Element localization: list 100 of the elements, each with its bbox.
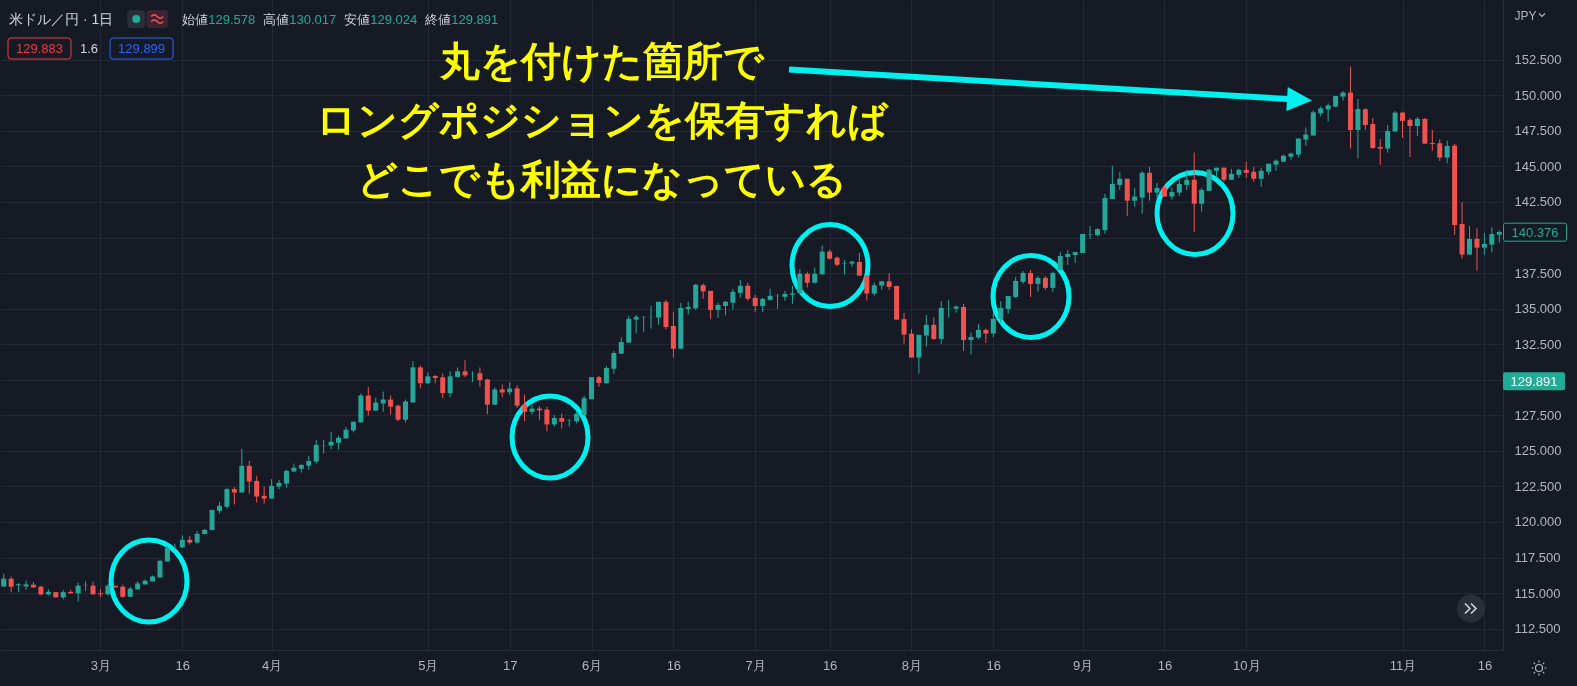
y-tick-label: 135.000 <box>1514 301 1562 317</box>
candlestick <box>745 282 751 302</box>
candlestick <box>1147 166 1153 202</box>
candlestick <box>224 487 230 509</box>
y-tick-label: 120.000 <box>1514 514 1562 530</box>
annotation: 129.899 <box>118 40 166 56</box>
candlestick <box>1169 187 1175 201</box>
y-tick-label: 127.500 <box>1514 407 1562 423</box>
y-tick-label: 117.500 <box>1514 550 1561 566</box>
text: 米ドル／円 · 1日 <box>9 11 114 27</box>
candlestick <box>1385 124 1391 154</box>
candlestick <box>737 279 743 299</box>
candlestick <box>596 375 602 388</box>
y-tick-label: 112.500 <box>1514 621 1561 637</box>
candlestick <box>708 290 714 320</box>
candlestick <box>1109 165 1115 200</box>
candlestick <box>1362 107 1368 131</box>
candlestick <box>447 370 453 398</box>
candlestick <box>931 316 937 341</box>
candlestick <box>700 282 706 300</box>
candlestick <box>529 404 535 416</box>
candlestick <box>1117 171 1123 191</box>
y-tick-label: 152.500 <box>1514 52 1562 68</box>
x-tick-label: 6月 <box>581 657 603 673</box>
y-tick-label: 142.500 <box>1514 194 1562 210</box>
candlestick <box>1400 111 1406 139</box>
candlestick <box>1489 226 1495 253</box>
candlestick <box>1199 187 1205 213</box>
y-tick-label: 137.500 <box>1514 265 1562 281</box>
candlestick <box>1013 276 1019 299</box>
y-tick-label: 125.000 <box>1514 443 1562 459</box>
y-tick-label: 145.000 <box>1514 158 1562 174</box>
candlestick <box>1035 275 1041 293</box>
annotation: 129.883 <box>16 40 63 56</box>
candlestick <box>1273 158 1279 172</box>
y-tick-label: 115.000 <box>1514 585 1561 601</box>
candlestick <box>901 312 907 344</box>
candlestick <box>1288 152 1294 161</box>
candlestick <box>1258 167 1264 188</box>
candlestick <box>1184 169 1190 191</box>
candlestick <box>365 386 371 417</box>
candlestick <box>1437 138 1443 162</box>
candlestick <box>261 486 267 504</box>
x-tick-label: 11月 <box>1389 657 1417 673</box>
candlestick <box>1191 152 1197 233</box>
candlestick <box>916 334 922 374</box>
y-axis-title: JPY <box>1514 8 1537 23</box>
candlestick <box>1377 138 1383 166</box>
candlestick <box>864 274 870 302</box>
candlestick <box>856 252 862 277</box>
y-tick-label: 147.500 <box>1514 123 1562 139</box>
annotation: 始値129.578 <box>182 11 256 27</box>
candlestick <box>983 328 989 344</box>
annotation: ロングポジションを保有すれば <box>316 96 889 143</box>
candlestick <box>1124 178 1130 217</box>
candlestick <box>715 302 721 319</box>
annotation: 終値129.891 <box>424 11 499 27</box>
candlestick <box>1050 271 1056 293</box>
y-tick-label: 122.500 <box>1514 478 1562 494</box>
candlestick <box>626 315 632 344</box>
x-tick-label: 16 <box>986 657 1002 673</box>
candlestick <box>1467 225 1473 256</box>
candlestick <box>998 300 1004 324</box>
candlestick <box>1303 126 1309 147</box>
candlestick <box>403 399 409 423</box>
candlestick <box>23 580 29 591</box>
candlestick <box>514 384 520 409</box>
text: 129.891 <box>1510 373 1558 389</box>
candlestick <box>1310 109 1316 137</box>
x-tick-label: 16 <box>666 657 682 673</box>
candlestick <box>1028 269 1034 298</box>
candlestick <box>1474 227 1480 272</box>
x-tick-label: 10月 <box>1233 657 1261 673</box>
x-tick-label: 4月 <box>261 657 283 673</box>
candlestick <box>603 365 609 385</box>
candlestick <box>849 260 855 268</box>
x-tick-label: 8月 <box>901 657 923 673</box>
candlestick <box>1414 116 1420 137</box>
candlestick <box>1325 102 1331 122</box>
candlestick <box>1407 117 1413 158</box>
candlestick <box>730 288 736 311</box>
candlestick <box>246 460 252 495</box>
candlestick <box>417 364 423 389</box>
annotation: 安値129.024 <box>344 11 418 27</box>
candlestick <box>313 439 319 465</box>
candlestick <box>1355 98 1361 160</box>
candlestick <box>693 283 699 311</box>
candlestick <box>767 288 773 302</box>
annotation: 1.6 <box>80 40 99 56</box>
x-tick-label: 16 <box>175 657 191 673</box>
x-tick-label: 5月 <box>418 657 439 673</box>
candlestick <box>797 268 803 294</box>
x-tick-label: 3月 <box>90 657 112 673</box>
candlestick <box>968 332 974 356</box>
candlestick <box>388 395 394 416</box>
annotation: どこでも利益になっている <box>357 156 847 203</box>
candlestick <box>670 311 676 359</box>
candlestick <box>276 479 282 490</box>
candlestick <box>1206 168 1212 192</box>
candlestick <box>923 314 929 347</box>
